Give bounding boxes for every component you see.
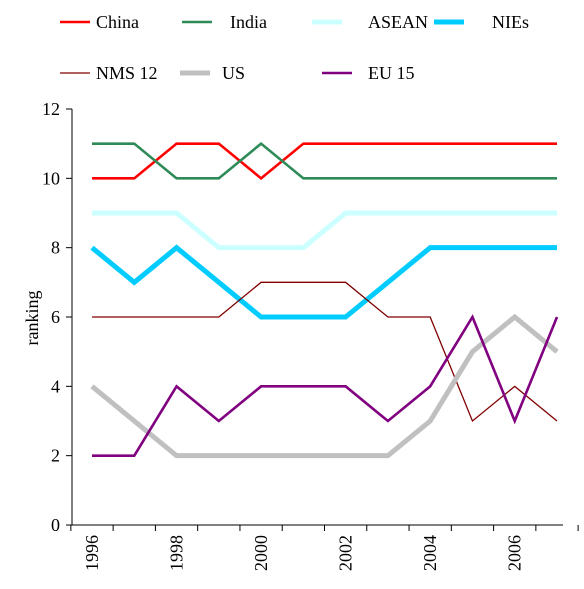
plot-area: 0 2 4 6 8 10 12 1996 1998 2000 2002 2004 2006: [42, 99, 579, 571]
series-line-india: [92, 141, 557, 180]
y-tick-label: 4: [51, 376, 60, 396]
series-line-us: [90, 313, 559, 459]
legend-label: US: [222, 63, 245, 83]
legend-label: NMS 12: [96, 63, 158, 83]
y-tick-label: 6: [51, 307, 60, 327]
y-tick-label: 12: [42, 99, 60, 119]
legend-label: China: [96, 12, 139, 32]
legend-label: NIEs: [492, 12, 529, 32]
y-tick-label: 0: [51, 515, 60, 535]
x-tick-label: 1998: [167, 535, 187, 571]
series-line-eu-15: [92, 314, 559, 457]
y-tick-label: 10: [42, 168, 60, 188]
legend-label: India: [230, 12, 267, 32]
series-line-nies: [90, 244, 557, 320]
legend: China India ASEAN NIEs NMS 12 US EU 15: [60, 12, 529, 83]
x-tick-label: 2006: [505, 535, 525, 571]
series-line-asean: [92, 210, 557, 251]
x-tick-label: 2002: [336, 535, 356, 571]
y-tick-label: 2: [51, 446, 60, 466]
legend-item-nies: NIEs: [434, 12, 529, 32]
legend-item-us: US: [180, 63, 245, 83]
y-axis-ticks: 0 2 4 6 8 10 12: [42, 99, 72, 535]
x-axis-ticks: 1996 1998 2000 2002 2004 2006: [70, 525, 579, 571]
legend-item-nms-12: NMS 12: [60, 63, 158, 83]
y-tick-label: 8: [51, 238, 60, 258]
legend-item-asean: ASEAN: [312, 12, 428, 32]
legend-label: ASEAN: [368, 12, 428, 32]
series-line-nms-12: [92, 281, 558, 423]
x-tick-label: 2000: [251, 535, 271, 571]
y-axis-label: ranking: [22, 291, 42, 346]
legend-item-india: India: [182, 12, 267, 32]
series-line-china: [92, 142, 557, 181]
legend-item-eu-15: EU 15: [322, 63, 415, 83]
legend-label: EU 15: [368, 63, 415, 83]
series-lines: [90, 141, 559, 459]
x-tick-label: 1996: [82, 535, 102, 571]
legend-item-china: China: [60, 12, 139, 32]
x-tick-label: 2004: [420, 535, 440, 571]
